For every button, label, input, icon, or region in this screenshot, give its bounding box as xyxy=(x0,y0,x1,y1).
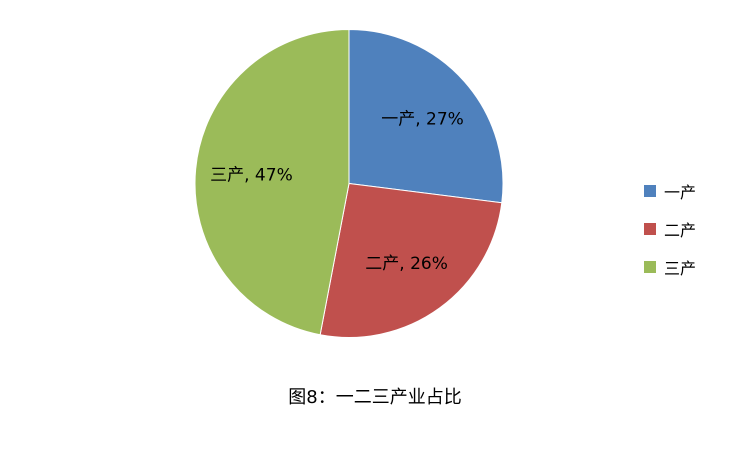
data-label-0: 一产, 27% xyxy=(381,110,464,130)
pie-slice-1 xyxy=(319,182,503,338)
data-label-2: 三产, 47% xyxy=(210,165,293,185)
legend-item-primary: 一产 xyxy=(644,172,696,210)
pie-slice-0 xyxy=(348,28,504,204)
legend-label-primary: 一产 xyxy=(664,183,697,202)
legend-label-tertiary: 三产 xyxy=(664,259,697,278)
legend-swatch-tertiary xyxy=(644,261,656,273)
pie-slice-2 xyxy=(194,28,350,336)
legend-label-secondary: 二产 xyxy=(664,221,697,240)
data-label-1: 二产, 26% xyxy=(365,254,448,274)
chart-caption: 图8：一二三产业占比 xyxy=(288,387,462,408)
legend-swatch-primary xyxy=(644,185,656,197)
legend-swatch-secondary xyxy=(644,223,656,235)
legend-item-tertiary: 三产 xyxy=(644,248,696,286)
legend: 一产 二产 三产 xyxy=(644,172,696,286)
legend-item-secondary: 二产 xyxy=(644,210,696,248)
